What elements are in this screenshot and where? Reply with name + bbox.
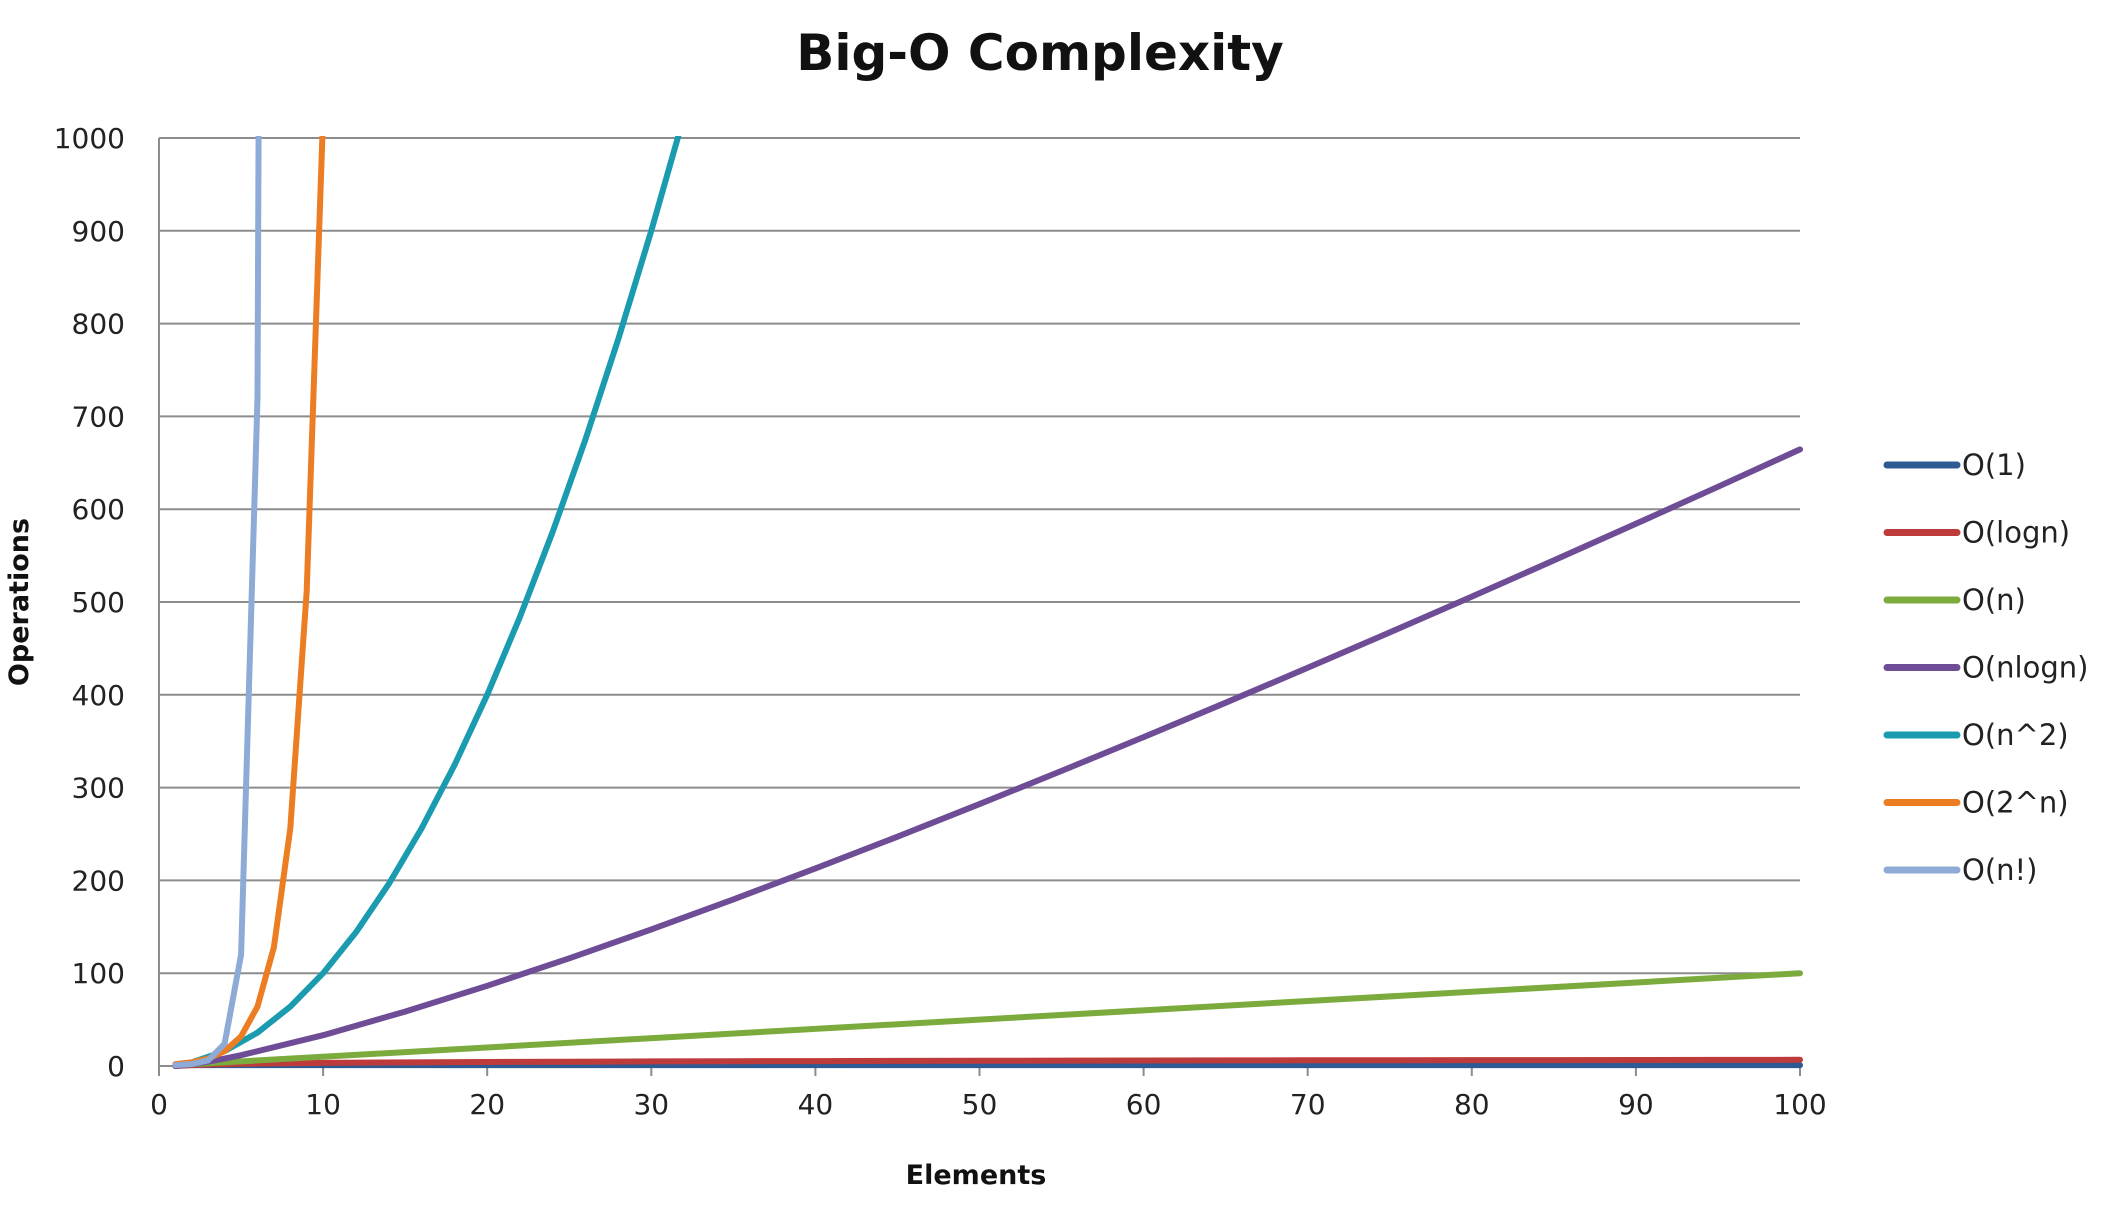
x-tick-label: 60: [1126, 1088, 1162, 1121]
legend-label: O(n^2): [1962, 718, 2069, 752]
x-tick-label: 0: [150, 1088, 168, 1121]
chart-title: Big-O Complexity: [796, 24, 1284, 82]
series-line-4: [172, 136, 682, 1069]
x-tick-label: 50: [962, 1088, 998, 1121]
x-tick-label: 100: [1773, 1088, 1826, 1121]
y-tick-label: 700: [72, 400, 125, 433]
x-tick-label: 90: [1618, 1088, 1654, 1121]
gridlines: [158, 137, 1801, 1076]
series-lines: [172, 136, 1803, 1069]
series-line-2: [172, 970, 1803, 1069]
x-tick-label: 70: [1290, 1088, 1326, 1121]
y-tick-label: 900: [72, 215, 125, 248]
y-axis-ticks: 0 100 200 300 400 500 600 700 800 900 1000: [54, 122, 125, 1083]
y-tick-label: 200: [72, 864, 125, 897]
legend-label: O(nlogn): [1962, 651, 2088, 685]
legend-label: O(n!): [1962, 853, 2037, 887]
legend-label: O(n): [1962, 583, 2026, 617]
x-tick-label: 30: [633, 1088, 669, 1121]
x-tick-label: 20: [469, 1088, 505, 1121]
x-axis-label: Elements: [906, 1160, 1047, 1191]
legend-label: O(logn): [1962, 516, 2070, 550]
y-tick-label: 500: [72, 586, 125, 619]
y-axis-label: Operations: [4, 518, 35, 686]
y-tick-label: 0: [107, 1050, 125, 1083]
x-axis-ticks: 0 10 20 30 40 50 60 70 80 90 100: [150, 1088, 1827, 1121]
y-tick-label: 400: [72, 679, 125, 712]
x-tick-label: 40: [798, 1088, 834, 1121]
y-tick-label: 300: [72, 772, 125, 805]
x-tick-label: 80: [1454, 1088, 1490, 1121]
y-tick-label: 800: [72, 308, 125, 341]
legend-label: O(2^n): [1962, 786, 2069, 820]
series-line-3: [172, 446, 1803, 1069]
legend-label: O(1): [1962, 448, 2026, 482]
series-line-6: [172, 136, 262, 1069]
x-tick-label: 10: [305, 1088, 341, 1121]
y-tick-label: 1000: [54, 122, 125, 155]
y-tick-label: 100: [72, 957, 125, 990]
y-tick-label: 600: [72, 493, 125, 526]
legend: O(1) O(logn) O(n) O(nlogn) O(n^2) O(2^n) O(n!): [1883, 448, 2088, 887]
